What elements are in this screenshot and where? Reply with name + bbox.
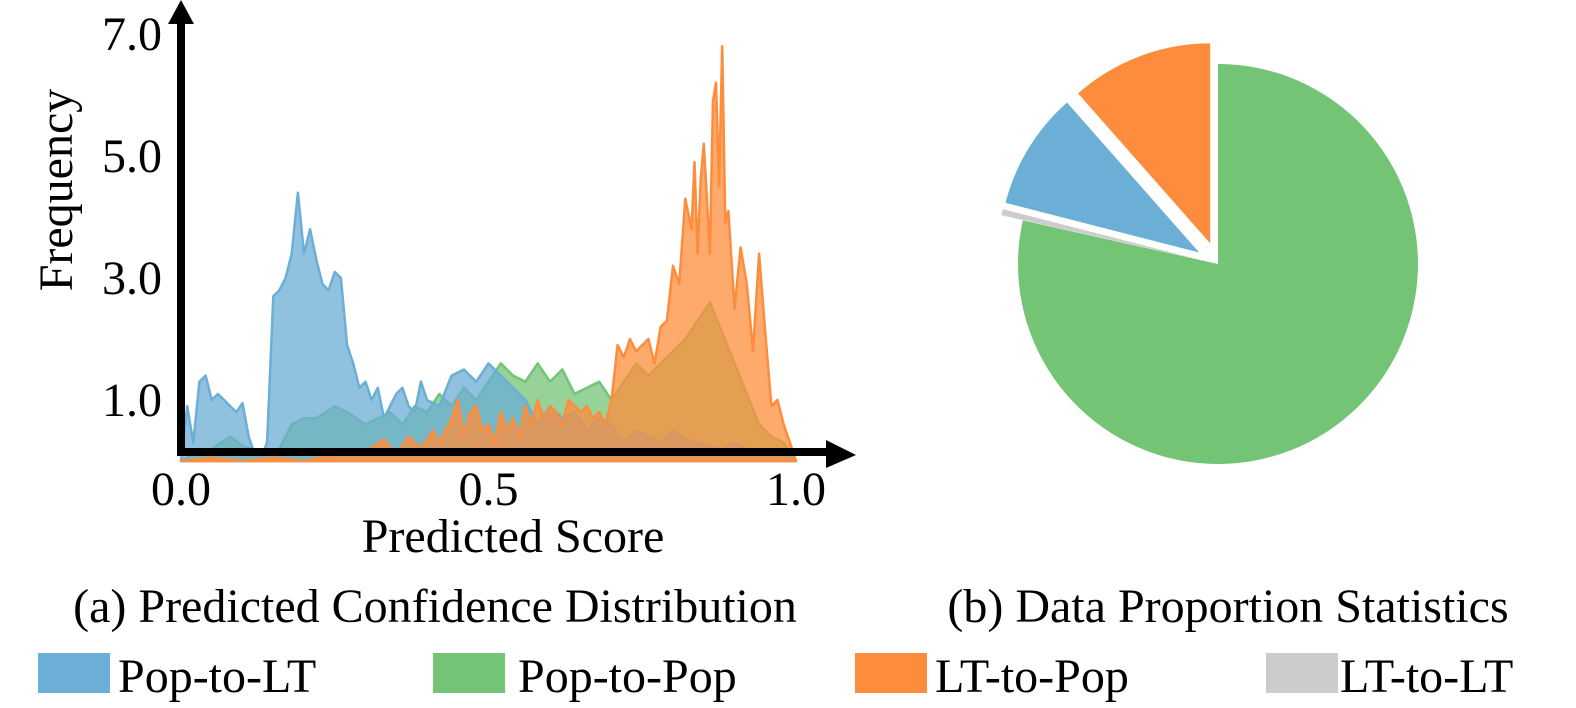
legend-label-lt-to-pop: LT-to-Pop bbox=[935, 650, 1129, 703]
histogram-areas bbox=[179, 44, 798, 463]
pie-caption: (b) Data Proportion Statistics bbox=[947, 580, 1508, 633]
legend-label-pop-to-lt: Pop-to-LT bbox=[118, 650, 316, 703]
y-tick-label-3-0: 3.0 bbox=[102, 252, 162, 305]
legend: Pop-to-LT Pop-to-Pop LT-to-Pop LT-to-LT bbox=[38, 650, 1513, 703]
pie-slice-lt-to-lt bbox=[1001, 209, 1197, 259]
legend-swatch-lt-to-pop bbox=[855, 653, 927, 693]
area-series-lt-to-pop bbox=[179, 44, 798, 463]
histogram-ticks: 0.0 0.5 1.0 1.0 3.0 5.0 7.0 bbox=[102, 8, 826, 516]
legend-swatch-lt-to-lt bbox=[1266, 653, 1338, 693]
histogram-caption: (a) Predicted Confidence Distribution bbox=[73, 580, 797, 633]
pie-slices bbox=[1001, 43, 1418, 464]
pie-slice-lt-to-pop bbox=[1078, 43, 1211, 244]
legend-label-lt-to-lt: LT-to-LT bbox=[1340, 650, 1513, 703]
legend-swatch-pop-to-pop bbox=[433, 653, 505, 693]
y-axis-arrow bbox=[168, 0, 194, 24]
pie-slice-pop-to-pop bbox=[1017, 64, 1418, 464]
histogram-axes bbox=[168, 0, 856, 468]
pie-panel: (b) Data Proportion Statistics bbox=[947, 43, 1509, 633]
x-axis-label: Predicted Score bbox=[362, 510, 665, 563]
y-tick-label-1-0: 1.0 bbox=[102, 374, 162, 427]
x-tick-label-0-5: 0.5 bbox=[459, 463, 519, 516]
pie-slice-pop-to-lt bbox=[1005, 102, 1200, 253]
y-tick-label-7-0: 7.0 bbox=[102, 8, 162, 61]
x-tick-label-1-0: 1.0 bbox=[766, 463, 826, 516]
x-tick-label-0-0: 0.0 bbox=[151, 463, 211, 516]
x-axis-arrow bbox=[826, 440, 856, 468]
legend-label-pop-to-pop: Pop-to-Pop bbox=[518, 650, 737, 703]
y-axis-label: Frequency bbox=[30, 89, 83, 292]
y-tick-label-5-0: 5.0 bbox=[102, 130, 162, 183]
histogram-panel: 0.0 0.5 1.0 1.0 3.0 5.0 7.0 Predicted Score Fr… bbox=[30, 0, 856, 633]
legend-swatch-pop-to-lt bbox=[38, 653, 110, 693]
